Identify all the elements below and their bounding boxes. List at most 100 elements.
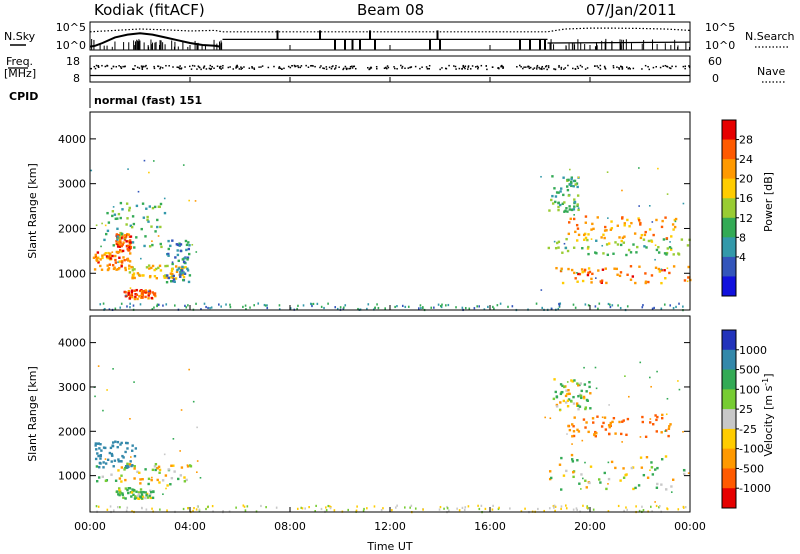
power-point xyxy=(115,239,118,243)
power-point xyxy=(136,297,139,301)
power-point xyxy=(626,305,629,308)
nave-dot xyxy=(236,66,239,68)
power-point xyxy=(657,251,661,254)
velocity-point xyxy=(645,456,649,459)
velocity-point xyxy=(106,508,109,511)
power-point xyxy=(257,302,260,305)
velocity-point xyxy=(608,404,610,406)
nave-dot xyxy=(616,66,618,68)
velocity-point xyxy=(458,509,461,512)
power-point xyxy=(669,241,671,243)
velocity-point xyxy=(651,510,653,513)
nave-dot xyxy=(273,65,275,68)
power-point xyxy=(569,168,571,171)
power-point xyxy=(174,265,178,268)
power-point xyxy=(154,294,157,298)
velocity-point xyxy=(610,460,614,464)
velocity-point xyxy=(117,493,120,496)
velocity-point xyxy=(363,507,365,511)
velocity-point xyxy=(118,477,122,480)
nave-dot xyxy=(401,65,404,68)
velocity-point xyxy=(99,454,102,457)
power-point xyxy=(599,280,602,283)
nave-dot xyxy=(258,66,260,68)
nave-dot xyxy=(407,67,409,69)
power-point xyxy=(560,269,563,272)
nave-dot xyxy=(594,65,596,67)
velocity-point xyxy=(577,384,580,387)
velocity-point xyxy=(577,430,581,433)
velocity-point xyxy=(133,467,136,470)
velocity-point xyxy=(607,461,610,464)
velocity-point xyxy=(649,376,651,379)
velocity-point xyxy=(102,409,104,412)
nave-dot xyxy=(219,67,221,69)
velocity-point xyxy=(581,439,584,442)
nave-dot xyxy=(145,64,147,67)
velocity-point xyxy=(153,465,157,468)
velocity-point xyxy=(151,507,153,510)
velocity-point xyxy=(660,483,663,486)
velocity-point xyxy=(170,476,174,480)
power-point xyxy=(135,204,139,208)
power-point xyxy=(104,251,107,255)
power-point xyxy=(126,217,129,220)
velocity-point xyxy=(125,441,128,445)
velocity-point xyxy=(553,504,556,507)
velocity-point xyxy=(608,425,611,429)
velocity-point xyxy=(607,477,611,481)
power-point xyxy=(170,275,174,278)
power-point xyxy=(566,210,569,213)
velocity-point xyxy=(117,460,121,463)
power-point xyxy=(119,249,122,252)
velocity-point xyxy=(599,481,602,484)
power-point xyxy=(132,222,136,226)
velocity-point xyxy=(582,477,584,480)
velocity-point xyxy=(664,430,667,432)
power-point xyxy=(572,303,575,306)
power-point xyxy=(566,188,570,192)
power-point xyxy=(626,218,629,222)
power-point xyxy=(660,307,663,310)
power-point xyxy=(562,193,565,197)
power-point xyxy=(419,304,422,307)
power-point xyxy=(188,274,192,277)
power-point xyxy=(108,263,111,266)
power-point xyxy=(650,274,654,277)
nave-dot xyxy=(283,67,285,70)
nave-dot xyxy=(193,65,196,67)
velocity-point xyxy=(156,478,159,482)
velocity-point xyxy=(165,487,167,490)
velocity-point xyxy=(588,481,591,485)
power-point xyxy=(120,261,124,264)
power-point xyxy=(178,244,181,247)
nave-dot xyxy=(629,68,631,70)
velocity-point xyxy=(135,496,138,500)
power-point xyxy=(173,280,176,284)
nave-dot xyxy=(229,66,231,68)
power-point xyxy=(455,306,457,309)
velocity-colorbar-swatch xyxy=(722,409,736,430)
nave-dot xyxy=(177,66,180,69)
power-point xyxy=(594,251,597,254)
velocity-point xyxy=(131,449,134,452)
velocity-point xyxy=(588,380,591,384)
velocity-point xyxy=(622,467,625,470)
velocity-colorbar-label: -1000 xyxy=(739,482,771,495)
nave-dot xyxy=(310,65,312,67)
velocity-point xyxy=(664,455,668,458)
velocity-point xyxy=(140,506,143,509)
velocity-point xyxy=(152,490,155,493)
power-point xyxy=(573,198,576,201)
power-point xyxy=(609,303,611,306)
power-point xyxy=(574,306,577,309)
power-point xyxy=(111,214,114,218)
power-point xyxy=(128,247,131,250)
power-panel-frame xyxy=(89,111,691,311)
power-point xyxy=(561,281,565,285)
power-point xyxy=(107,255,110,258)
power-point xyxy=(668,271,671,275)
power-point xyxy=(157,205,161,208)
power-point xyxy=(687,276,690,279)
velocity-point xyxy=(586,505,589,508)
